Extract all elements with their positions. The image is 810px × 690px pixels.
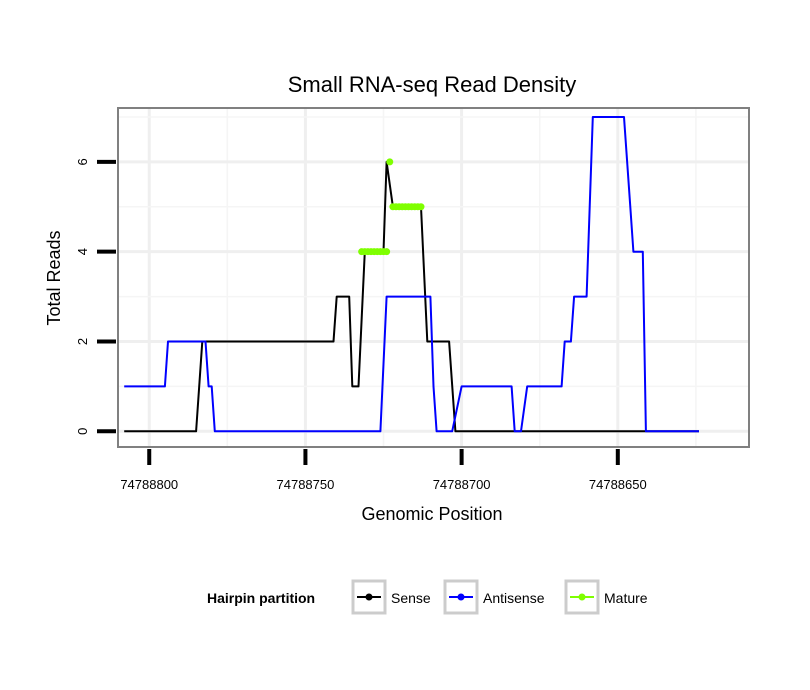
- mature-point: [386, 158, 394, 166]
- x-tick-label: 74788700: [433, 477, 491, 492]
- legend-item-antisense: Antisense: [443, 579, 545, 615]
- chart-title: Small RNA-seq Read Density: [288, 72, 577, 97]
- legend-label: Sense: [391, 590, 431, 606]
- y-axis: 0 2 4 6: [75, 158, 116, 435]
- x-tick-label: 74788750: [277, 477, 335, 492]
- y-tick-label: 6: [75, 158, 90, 165]
- series-layer: [124, 116, 699, 433]
- y-tick-label: 2: [75, 338, 90, 345]
- x-axis: 74788800 74788750 74788700 74788650: [120, 449, 647, 492]
- y-tick-label: 4: [75, 248, 90, 255]
- series-mature: [358, 158, 425, 256]
- legend-title: Hairpin partition: [207, 590, 315, 606]
- series-antisense: [124, 116, 699, 433]
- plot-border: [117, 107, 750, 448]
- x-tick-label: 74788650: [589, 477, 647, 492]
- legend: Hairpin partition Sense Antisense Mature: [207, 579, 648, 615]
- y-tick-label: 0: [75, 428, 90, 435]
- x-axis-label: Genomic Position: [361, 504, 502, 524]
- legend-key-point: [578, 593, 586, 601]
- legend-key-point: [365, 593, 373, 601]
- mature-point: [383, 248, 391, 256]
- legend-label: Antisense: [483, 590, 545, 606]
- antisense-line: [124, 116, 699, 433]
- legend-item-mature: Mature: [564, 579, 648, 615]
- x-tick-label: 74788800: [120, 477, 178, 492]
- legend-label: Mature: [604, 590, 648, 606]
- legend-key-point: [457, 593, 465, 601]
- legend-item-sense: Sense: [351, 579, 431, 615]
- mature-point: [417, 203, 425, 211]
- y-axis-label: Total Reads: [44, 230, 64, 325]
